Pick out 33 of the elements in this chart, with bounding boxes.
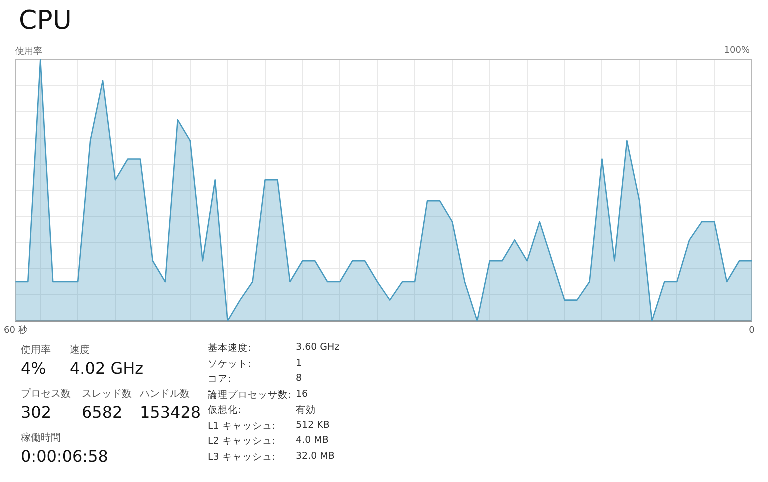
text: コア:	[208, 373, 232, 386]
text: 6582	[82, 403, 123, 422]
text: 仮想化:	[208, 404, 242, 417]
text: ハンドル数	[140, 388, 190, 401]
y-axis-title: 使用率	[16, 46, 43, 57]
text: 153428	[140, 403, 202, 422]
x-tick-label: 0	[749, 326, 756, 336]
text: 4%	[21, 359, 46, 378]
text: プロセス数	[21, 388, 71, 401]
text: 論理プロセッサ数:	[208, 388, 292, 402]
text: 1	[296, 358, 302, 368]
text: L2 キャッシュ:	[208, 435, 276, 448]
text: 速度	[70, 344, 90, 357]
text: 16	[296, 388, 308, 400]
text: 8	[296, 373, 302, 384]
text: 有効	[296, 404, 316, 417]
text: 512 KB	[296, 420, 330, 430]
text: 4.0 MB	[296, 435, 329, 446]
text: 基本速度:	[208, 342, 252, 355]
x-tick-label: 60 秒	[4, 324, 28, 336]
text: 3.60 GHz	[296, 342, 340, 353]
text: 32.0 MB	[296, 450, 335, 462]
text: スレッド数	[82, 388, 132, 401]
text: 稼働時間	[21, 432, 61, 445]
chart-title: CPU	[19, 6, 72, 36]
text: 100%	[724, 46, 750, 56]
text: L1 キャッシュ:	[208, 420, 276, 432]
text: ソケット:	[208, 358, 252, 370]
text: L3 キャッシュ:	[208, 450, 276, 464]
text: 302	[21, 403, 52, 422]
text: 4.02 GHz	[70, 359, 144, 378]
text: 使用率	[21, 344, 51, 357]
text: 0:00:06:58	[21, 447, 108, 466]
